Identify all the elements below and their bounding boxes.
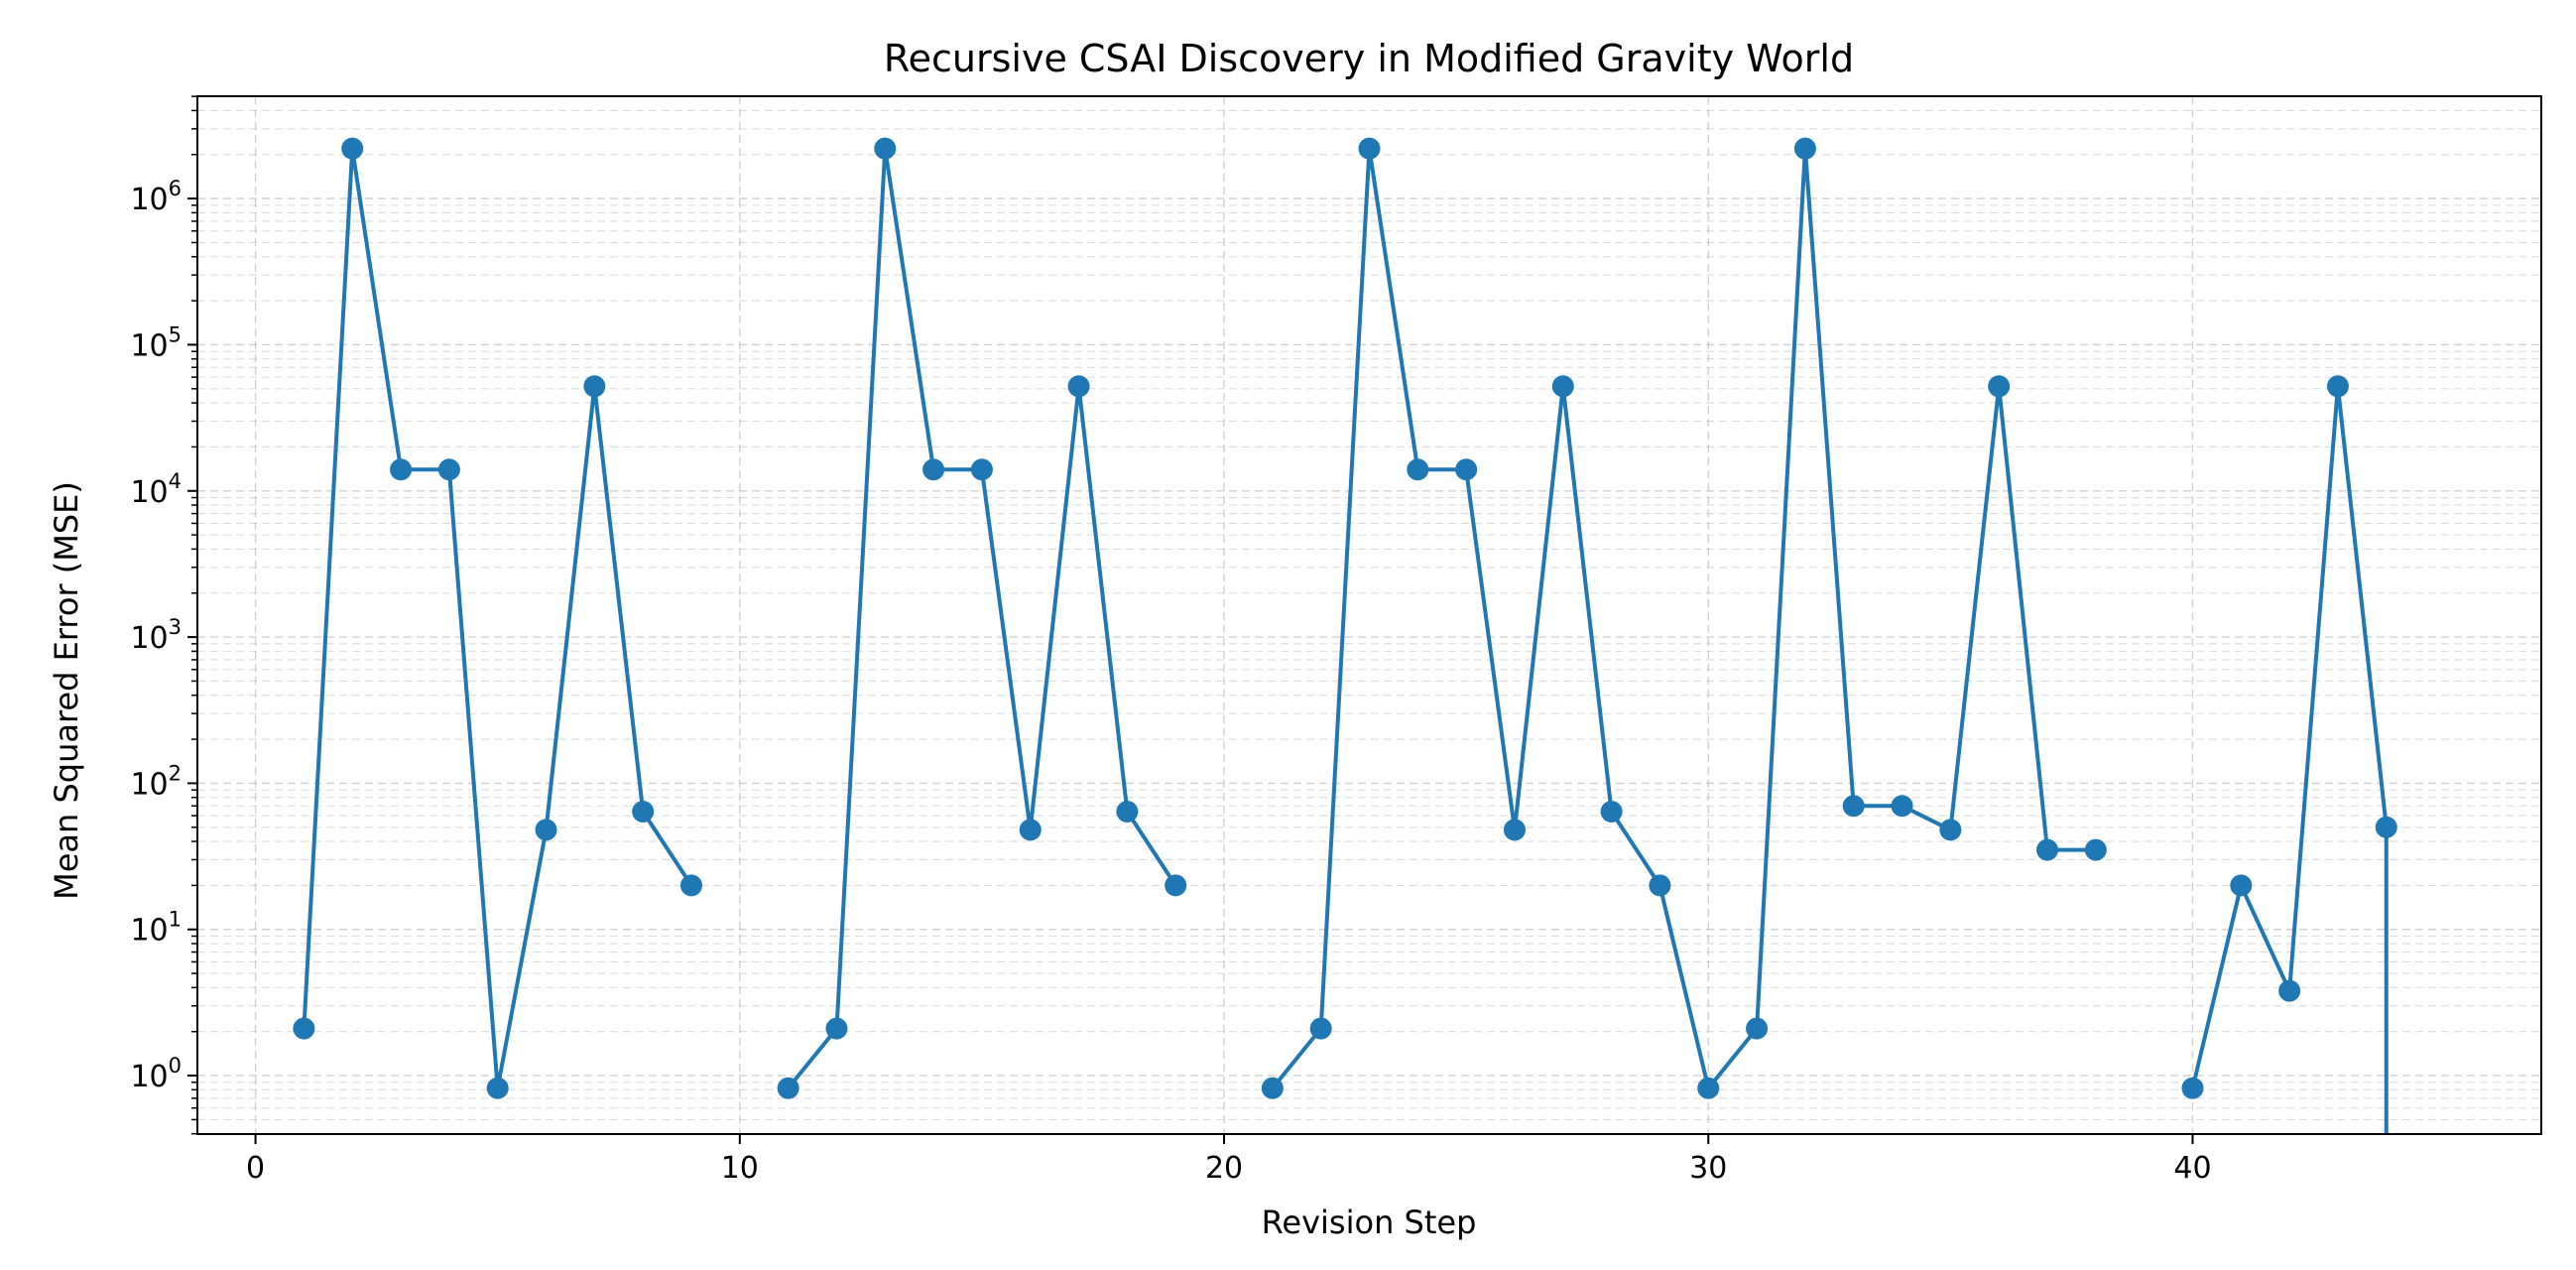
y-tick-label: 102: [130, 761, 182, 802]
data-point: [922, 458, 945, 481]
data-point: [970, 458, 993, 481]
y-tick-exponent: 1: [169, 908, 182, 932]
chart-title: Recursive CSAI Discovery in Modified Gra…: [884, 37, 1854, 80]
data-point: [1649, 874, 1671, 897]
data-point: [2230, 874, 2253, 897]
data-point: [535, 819, 557, 841]
data-point: [1697, 1077, 1720, 1099]
data-point: [2375, 816, 2397, 838]
data-point: [874, 137, 897, 160]
data-point: [1455, 458, 1478, 481]
y-tick-label: 104: [130, 469, 182, 510]
y-tick-label: 101: [130, 908, 182, 949]
data-point: [437, 458, 460, 481]
y-tick-label: 105: [130, 322, 182, 363]
data-point: [825, 1017, 848, 1040]
data-point: [1116, 800, 1139, 823]
data-point: [1988, 375, 2011, 398]
data-point: [1407, 458, 1429, 481]
data-point: [486, 1077, 509, 1099]
data-point: [2278, 979, 2301, 1002]
data-point: [632, 800, 655, 823]
y-tick-base: 10: [130, 183, 168, 217]
data-point: [1600, 800, 1623, 823]
y-tick-exponent: 4: [169, 469, 182, 493]
x-axis-title: Revision Step: [1262, 1204, 1477, 1241]
data-markers: [293, 137, 2397, 1099]
series-line-segment: [1270, 146, 2098, 1090]
x-tick-label: 20: [1205, 1151, 1243, 1186]
data-point: [1842, 795, 1865, 818]
data-point: [1793, 137, 1816, 160]
x-tick-label: 30: [1689, 1151, 1727, 1186]
data-point: [1261, 1077, 1284, 1099]
y-tick-exponent: 6: [169, 177, 182, 200]
data-point: [2084, 838, 2107, 861]
data-point: [2036, 838, 2059, 861]
y-tick-base: 10: [130, 914, 168, 949]
data-point: [777, 1077, 799, 1099]
y-tick-base: 10: [130, 767, 168, 802]
y-axis-title: Mean Squared Error (MSE): [48, 481, 85, 900]
y-tick-exponent: 2: [169, 761, 182, 785]
x-tick-label: 0: [246, 1151, 265, 1186]
data-point: [1358, 137, 1381, 160]
plot-frame: [196, 95, 2542, 1135]
y-tick-label: 106: [130, 177, 182, 217]
data-point: [1551, 375, 1574, 398]
data-point: [2326, 375, 2349, 398]
x-axis-ticks: 0 10 20 30 40: [246, 1134, 2212, 1186]
data-point: [679, 874, 702, 897]
y-tick-base: 10: [130, 328, 168, 363]
y-tick-exponent: 5: [169, 322, 182, 346]
data-point: [1165, 874, 1187, 897]
data-point: [1746, 1017, 1769, 1040]
data-point: [1939, 819, 1962, 841]
y-tick-label: 100: [130, 1054, 182, 1094]
data-point: [583, 375, 606, 398]
data-point: [293, 1017, 315, 1040]
data-point: [1309, 1017, 1332, 1040]
x-tick-label: 40: [2173, 1151, 2211, 1186]
data-point: [2181, 1077, 2204, 1099]
data-point: [1067, 375, 1090, 398]
y-tick-base: 10: [130, 621, 168, 656]
data-point: [390, 458, 413, 481]
data-point: [1891, 795, 1913, 818]
data-point: [341, 137, 364, 160]
data-point: [1503, 819, 1526, 841]
y-tick-base: 10: [130, 475, 168, 510]
y-tick-label: 103: [130, 615, 182, 656]
data-point: [1019, 819, 1042, 841]
x-tick-label: 10: [721, 1151, 759, 1186]
y-tick-exponent: 3: [169, 615, 182, 639]
y-tick-base: 10: [130, 1060, 168, 1094]
y-tick-exponent: 0: [169, 1054, 182, 1078]
